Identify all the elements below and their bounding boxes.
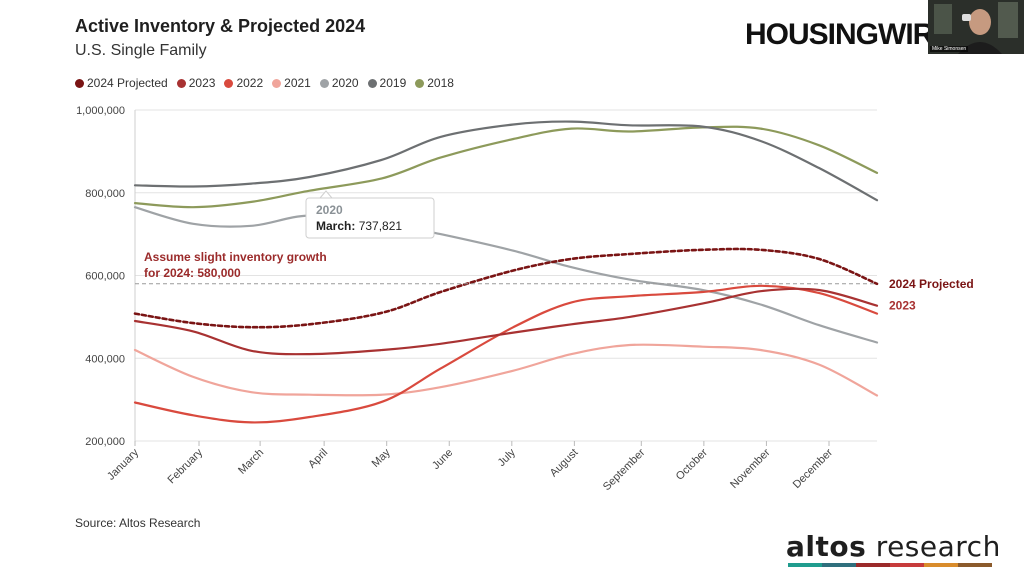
series-line-2020 — [133, 206, 879, 344]
legend-item-2024-projected: 2024 Projected — [75, 76, 168, 90]
logo-bar-segment — [890, 563, 924, 567]
x-tick-label: August — [548, 447, 581, 480]
x-tick-label: March — [236, 447, 266, 477]
end-label-2024-projected: 2024 Projected — [889, 277, 974, 291]
chart-legend: 2024 Projected 2023 2022 2021 2020 2019 2018 — [75, 76, 454, 90]
legend-label: 2021 — [284, 76, 311, 90]
housingwire-logo: HOUSINGWIRE — [745, 18, 929, 51]
x-tick-label: January — [105, 446, 142, 483]
tooltip-pointer — [318, 190, 334, 199]
y-tick-label: 200,000 — [85, 436, 125, 448]
x-tick-label: April — [306, 447, 330, 471]
x-tick-label: November — [728, 446, 773, 491]
legend-label: 2019 — [379, 76, 407, 90]
legend-swatch — [75, 78, 84, 88]
legend-swatch — [272, 78, 282, 88]
logo-word-altos: altos — [786, 530, 867, 563]
webcam-caption: Mike Simonsen — [930, 46, 969, 52]
y-tick-label: 1,000,000 — [76, 105, 125, 117]
legend-swatch — [367, 78, 377, 88]
legend-label: 2023 — [188, 76, 216, 90]
logo-bar-segment — [788, 563, 822, 567]
end-label-2023: 2023 — [889, 299, 916, 313]
legend-item-2020: 2020 — [319, 76, 359, 90]
webcam-overlay: Mike Simonsen — [928, 0, 1024, 54]
x-tick-label: February — [166, 446, 206, 486]
annotation-layer: Assume slight inventory growth for 2024: … — [135, 190, 974, 313]
series-line-2024-projected — [133, 247, 879, 329]
x-axis: January February March April May June July Augu… — [105, 441, 835, 493]
y-tick-label: 400,000 — [85, 353, 125, 365]
series-line-2023 — [133, 287, 879, 356]
x-tick-label: December — [791, 446, 836, 491]
legend-swatch — [415, 78, 425, 88]
series-line-2022 — [133, 284, 879, 424]
altos-research-logo: altos research — [786, 530, 1001, 563]
legend-label: 2018 — [427, 76, 454, 90]
legend-item-2022: 2022 — [224, 76, 263, 90]
x-tick-label: July — [496, 446, 519, 469]
tooltip-series: 2020 — [316, 203, 343, 217]
source-note: Source: Altos Research — [75, 516, 201, 530]
legend-label: 2020 — [331, 76, 359, 90]
series-line-2019 — [133, 120, 879, 202]
y-tick-label: 800,000 — [85, 188, 125, 200]
line-chart: 200,000 400,000 600,000 800,000 1,000,000 Ja… — [76, 105, 974, 493]
legend-swatch — [319, 78, 329, 88]
legend-item-2019: 2019 — [367, 76, 407, 90]
y-axis: 200,000 400,000 600,000 800,000 1,000,000 — [76, 105, 125, 448]
x-tick-label: October — [674, 446, 710, 482]
legend-label: 2024 Projected — [87, 76, 168, 90]
series-line-2021 — [133, 343, 879, 397]
x-tick-label: June — [430, 447, 455, 472]
tooltip-box — [305, 197, 435, 239]
logo-bar-segment — [856, 563, 890, 567]
legend-swatch — [176, 78, 186, 88]
legend-item-2023: 2023 — [176, 76, 216, 90]
logo-bar-segment — [924, 563, 958, 567]
logo-color-bar — [788, 563, 992, 567]
assumption-note-line2: for 2024: 580,000 — [144, 266, 241, 280]
webcam-person-icon — [928, 0, 1024, 54]
legend-item-2018: 2018 — [415, 76, 454, 90]
logo-bar-segment — [822, 563, 856, 567]
series-line-2018 — [133, 125, 879, 209]
tooltip-value: March: 737,821 — [316, 219, 402, 233]
logo-word-research: research — [875, 530, 1001, 563]
x-tick-label: May — [370, 446, 394, 470]
x-tick-label: September — [601, 446, 648, 493]
series-layer — [133, 120, 879, 424]
legend-label: 2022 — [236, 76, 264, 90]
legend-item-2021: 2021 — [272, 76, 311, 90]
grid-layer — [134, 109, 877, 442]
assumption-note-line1: Assume slight inventory growth — [144, 250, 327, 264]
legend-swatch — [224, 78, 234, 88]
y-tick-label: 600,000 — [85, 271, 125, 283]
logo-bar-segment — [958, 563, 992, 567]
chart-title: Active Inventory & Projected 2024 — [75, 16, 366, 36]
chart-subtitle: U.S. Single Family — [75, 42, 207, 59]
